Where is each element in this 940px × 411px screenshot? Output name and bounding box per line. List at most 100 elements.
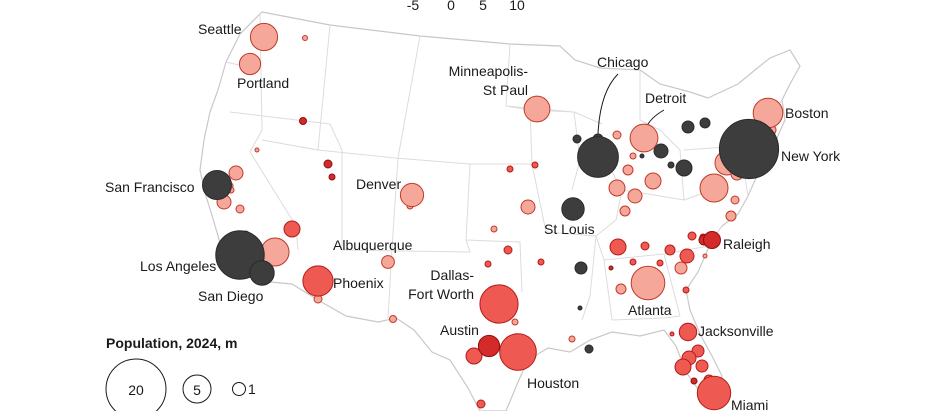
minor-bubble-1 xyxy=(302,35,308,41)
bubble-miami xyxy=(696,375,732,411)
label-jacksonville: Jacksonville xyxy=(698,323,774,339)
minor-bubble-70 xyxy=(702,253,708,259)
legend-title: Population, 2024, m xyxy=(106,335,237,351)
minor-bubble-35 xyxy=(608,179,626,197)
bubble-st-louis xyxy=(561,197,585,221)
label-dallas-fort-worth: Dallas-Fort Worth xyxy=(408,267,474,302)
minor-bubble-39 xyxy=(619,205,631,217)
minor-bubble-20 xyxy=(520,199,536,215)
bubble-austin xyxy=(477,334,501,358)
minor-bubble-37 xyxy=(644,172,662,190)
label-austin: Austin xyxy=(440,322,479,338)
legend-label-5: 5 xyxy=(193,382,201,398)
city-bubbles xyxy=(202,22,784,411)
minor-bubble-47 xyxy=(699,173,729,203)
label-houston: Houston xyxy=(527,375,579,391)
minor-bubble-3 xyxy=(254,147,260,153)
city-labels: Seattle Portland San Francisco Los Angel… xyxy=(105,21,841,411)
minor-bubble-21 xyxy=(490,225,498,233)
minor-bubble-24 xyxy=(537,258,545,266)
bubble-portland xyxy=(238,52,262,76)
minor-bubble-30 xyxy=(584,344,594,354)
minor-bubble-58 xyxy=(687,231,697,241)
label-minneapolis-st-paul: Minneapolis-St Paul xyxy=(449,63,529,98)
bubble-houston xyxy=(499,333,537,371)
scale-tick-3: 5 xyxy=(479,0,487,13)
bubble-jacksonville xyxy=(678,322,698,342)
bubble-atlanta xyxy=(630,265,666,301)
bubble-detroit xyxy=(629,123,659,153)
label-los-angeles: Los Angeles xyxy=(140,258,216,274)
label-san-francisco: San Francisco xyxy=(105,179,195,195)
minor-bubble-34 xyxy=(612,130,622,140)
bubble-phoenix xyxy=(302,265,334,297)
minor-bubble-65 xyxy=(629,258,637,266)
bubble-san-diego xyxy=(249,260,275,286)
label-detroit: Detroit xyxy=(645,90,686,106)
minor-bubble-16 xyxy=(389,315,397,323)
minor-bubble-10 xyxy=(235,204,245,214)
minor-bubble-19 xyxy=(531,161,539,169)
minor-bubble-61 xyxy=(664,244,676,256)
minor-bubble-31 xyxy=(577,305,583,311)
minor-bubble-56 xyxy=(609,238,627,256)
minor-bubble-55 xyxy=(725,210,737,222)
scale-tick-2: 0 xyxy=(447,0,455,13)
bubble-new-york xyxy=(718,118,780,180)
minor-bubble-63 xyxy=(674,261,688,275)
minor-bubble-28 xyxy=(511,318,519,326)
bubble-san-francisco xyxy=(202,170,232,200)
minor-bubble-43 xyxy=(667,161,675,169)
minor-bubble-54 xyxy=(730,195,740,205)
legend-label-1: 1 xyxy=(248,381,256,397)
minor-bubble-45 xyxy=(681,120,695,134)
label-portland: Portland xyxy=(237,75,289,91)
label-atlanta: Atlanta xyxy=(628,302,672,318)
legend-circle-1 xyxy=(232,382,246,396)
minor-bubble-22 xyxy=(503,245,513,255)
minor-bubble-57 xyxy=(640,241,650,251)
minor-bubble-76 xyxy=(690,377,698,385)
minor-bubble-69 xyxy=(682,286,690,294)
minor-bubble-62 xyxy=(679,248,695,264)
bubble-albuquerque xyxy=(381,255,395,269)
legend-circle-5 xyxy=(182,374,212,404)
label-raleigh: Raleigh xyxy=(723,236,770,252)
minor-bubble-6 xyxy=(228,165,244,181)
legend-label-20: 20 xyxy=(128,382,144,398)
label-boston: Boston xyxy=(785,105,829,121)
label-miami: Miami xyxy=(731,397,768,411)
minor-bubble-74 xyxy=(695,359,709,373)
minor-bubble-64 xyxy=(656,259,664,267)
bubble-seattle xyxy=(249,22,279,52)
minor-bubble-38 xyxy=(622,164,634,176)
minor-bubble-4 xyxy=(323,159,333,169)
chicago-leader xyxy=(597,73,619,135)
label-seattle: Seattle xyxy=(198,21,242,37)
minor-bubble-32 xyxy=(572,134,582,144)
minor-bubble-41 xyxy=(639,153,645,159)
minor-bubble-23 xyxy=(484,260,492,268)
label-denver: Denver xyxy=(356,176,401,192)
minor-bubble-44 xyxy=(675,159,693,177)
label-san-diego: San Diego xyxy=(198,288,264,304)
population-legend: Population, 2024, m 20 5 1 xyxy=(105,335,256,411)
minor-bubble-73 xyxy=(674,358,692,376)
minor-bubble-27 xyxy=(476,399,486,409)
label-st-louis: St Louis xyxy=(544,221,595,237)
label-new-york: New York xyxy=(781,148,841,164)
minor-bubble-36 xyxy=(627,188,643,204)
label-albuquerque: Albuquerque xyxy=(333,237,413,253)
minor-bubble-11 xyxy=(283,220,301,238)
minor-bubble-66 xyxy=(615,283,627,295)
scale-tick-4: 10 xyxy=(509,0,525,13)
bubble-dallas-fort-worth xyxy=(479,284,519,324)
bubble-minneapolis-st-paul xyxy=(523,95,551,123)
label-phoenix: Phoenix xyxy=(333,275,384,291)
minor-bubble-67 xyxy=(574,261,588,275)
minor-bubble-77 xyxy=(669,331,675,337)
bubble-chicago xyxy=(577,136,619,178)
minor-bubble-18 xyxy=(506,165,514,173)
minor-bubble-5 xyxy=(328,173,336,181)
